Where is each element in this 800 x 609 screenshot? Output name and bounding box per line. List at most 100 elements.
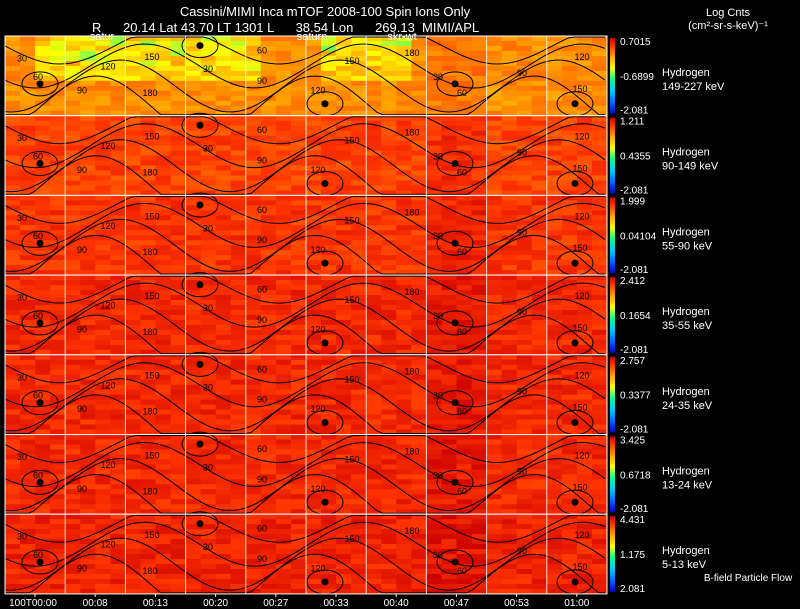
heat-cell bbox=[351, 394, 367, 401]
heat-cell bbox=[561, 170, 578, 176]
heat-cell bbox=[561, 36, 578, 42]
heat-cell bbox=[381, 529, 397, 535]
heat-cell bbox=[381, 509, 397, 515]
heat-cell bbox=[5, 75, 21, 82]
heat-cell bbox=[170, 559, 186, 565]
x-tick-label: 100T00:00 bbox=[9, 598, 57, 609]
heat-cell bbox=[576, 454, 593, 460]
heat-cell bbox=[411, 583, 427, 590]
heat-cell bbox=[351, 524, 367, 530]
heat-cell bbox=[321, 230, 337, 236]
heat-cell bbox=[321, 469, 337, 475]
heat-cell bbox=[245, 573, 262, 580]
heat-cell bbox=[351, 50, 367, 57]
heat-cell bbox=[35, 434, 51, 440]
heat-cell bbox=[591, 329, 608, 336]
heat-cell bbox=[441, 439, 457, 445]
heat-cell bbox=[140, 464, 156, 470]
heat-cell bbox=[170, 319, 186, 326]
heat-cell bbox=[336, 534, 352, 540]
heat-cell bbox=[260, 260, 277, 266]
heat-cell bbox=[230, 110, 247, 117]
heat-cell bbox=[441, 449, 457, 455]
heat-cell bbox=[245, 519, 262, 525]
heat-cell bbox=[215, 554, 232, 560]
heat-cell bbox=[366, 389, 382, 396]
heat-cell bbox=[501, 384, 518, 391]
heat-cell bbox=[531, 125, 548, 132]
heat-cell bbox=[5, 549, 21, 555]
heat-cell bbox=[140, 394, 156, 401]
heat-cell bbox=[275, 314, 292, 321]
heat-cell bbox=[170, 45, 186, 52]
heat-cell bbox=[35, 484, 51, 490]
heat-cell bbox=[456, 265, 472, 271]
heat-cell bbox=[396, 200, 412, 206]
x-tick-label: 01:00 bbox=[564, 598, 589, 609]
heat-cell bbox=[290, 275, 307, 281]
heat-cell bbox=[5, 534, 21, 540]
heat-cell bbox=[576, 105, 593, 112]
heat-cell bbox=[95, 384, 111, 391]
heat-cell bbox=[531, 494, 548, 500]
heat-cell bbox=[215, 40, 232, 47]
heat-cell bbox=[80, 65, 96, 72]
heat-cell bbox=[366, 170, 382, 176]
heat-cell bbox=[185, 349, 202, 356]
heat-cell bbox=[306, 50, 322, 57]
heat-cell bbox=[5, 255, 21, 261]
heat-cell bbox=[230, 364, 247, 371]
heat-cell bbox=[125, 225, 141, 231]
heat-cell bbox=[230, 125, 247, 132]
contour-label: 30 bbox=[17, 452, 27, 462]
heat-cell bbox=[170, 280, 186, 286]
heat-cell bbox=[65, 265, 81, 271]
heat-cell bbox=[260, 364, 277, 371]
heat-cell bbox=[531, 65, 548, 72]
heat-cell bbox=[200, 230, 217, 236]
heat-cell bbox=[381, 90, 397, 97]
heat-cell bbox=[260, 125, 277, 132]
heat-cell bbox=[95, 509, 111, 515]
heat-cell bbox=[200, 334, 217, 341]
heat-cell bbox=[486, 344, 503, 351]
heat-cell bbox=[321, 499, 337, 505]
heat-cell bbox=[35, 290, 51, 296]
heat-cell bbox=[501, 469, 518, 475]
heat-cell bbox=[110, 479, 126, 485]
heat-cell bbox=[140, 454, 156, 460]
heat-cell bbox=[486, 384, 503, 391]
contour-ring bbox=[21, 71, 59, 97]
heat-cell bbox=[215, 409, 232, 415]
heat-cell bbox=[140, 424, 156, 430]
heat-cell bbox=[245, 125, 262, 132]
heat-cell bbox=[290, 300, 307, 306]
heat-cell bbox=[516, 230, 533, 236]
heat-cell bbox=[140, 349, 156, 356]
heat-cell bbox=[110, 155, 126, 161]
heat-cell bbox=[290, 484, 307, 490]
heat-cell bbox=[260, 314, 277, 321]
heat-cell bbox=[35, 40, 51, 47]
heat-cell bbox=[381, 514, 397, 520]
heat-cell bbox=[95, 399, 111, 406]
heat-cell bbox=[516, 205, 533, 211]
pole-marker bbox=[36, 160, 44, 168]
heat-cell bbox=[576, 354, 593, 361]
heat-cell bbox=[531, 504, 548, 510]
heat-cell bbox=[426, 364, 442, 371]
heat-cell bbox=[321, 185, 337, 191]
heat-cell bbox=[80, 329, 96, 336]
heat-cell bbox=[351, 564, 367, 570]
heat-cell bbox=[561, 60, 578, 67]
heat-cell bbox=[20, 588, 36, 595]
heat-cell bbox=[275, 75, 292, 82]
heat-cell bbox=[275, 190, 292, 196]
heat-cell bbox=[426, 235, 442, 241]
heat-cell bbox=[381, 115, 397, 122]
flow-label: B-field Particle Flow bbox=[704, 573, 793, 584]
heat-cell bbox=[140, 489, 156, 495]
heat-cell bbox=[155, 255, 171, 261]
heat-cell bbox=[260, 285, 277, 291]
